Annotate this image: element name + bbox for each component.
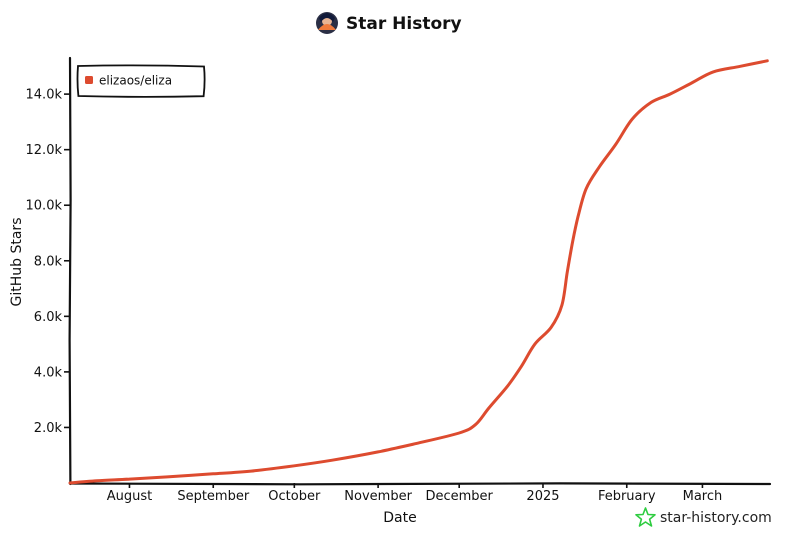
- y-axis-line: [68, 56, 72, 486]
- x-tick-label: August: [107, 489, 153, 504]
- x-tick-label: 2025: [526, 489, 559, 504]
- x-tick-label: November: [344, 489, 412, 504]
- x-tick-label: March: [683, 489, 723, 504]
- legend-label: elizaos/eliza: [99, 74, 172, 88]
- chart-header: Star History: [316, 12, 462, 34]
- chart-title: Star History: [346, 14, 462, 34]
- x-tick-label: December: [425, 489, 493, 504]
- y-tick-label: 4.0k: [34, 365, 63, 380]
- x-axis-line: [68, 482, 772, 486]
- y-tick-label: 2.0k: [34, 421, 63, 436]
- axes: [68, 56, 772, 486]
- series-line: [68, 59, 769, 485]
- y-tick-label: 6.0k: [34, 310, 63, 325]
- x-tick-label: February: [598, 489, 656, 504]
- legend: elizaos/eliza: [76, 64, 206, 98]
- y-tick-label: 10.0k: [26, 199, 63, 214]
- y-axis-title: GitHub Stars: [9, 218, 25, 307]
- avatar-icon: [316, 12, 338, 34]
- series-group: [68, 59, 769, 485]
- y-tick-label: 14.0k: [26, 88, 63, 103]
- watermark: star-history.com: [635, 507, 772, 527]
- y-tick-label: 8.0k: [34, 254, 63, 269]
- legend-box: [76, 64, 206, 98]
- star-logo-icon: [635, 507, 656, 527]
- x-tick-label: September: [177, 489, 250, 504]
- y-tick-label: 12.0k: [26, 143, 63, 158]
- x-axis-ticks: August September October November December 20…: [107, 483, 723, 504]
- x-axis-title: Date: [383, 510, 416, 526]
- watermark-text: star-history.com: [660, 510, 772, 526]
- legend-swatch: [85, 76, 93, 84]
- x-tick-label: October: [268, 489, 321, 504]
- y-axis-ticks: 2.0k 4.0k 6.0k 8.0k 10.0k 12.0k 14.0k: [26, 88, 70, 436]
